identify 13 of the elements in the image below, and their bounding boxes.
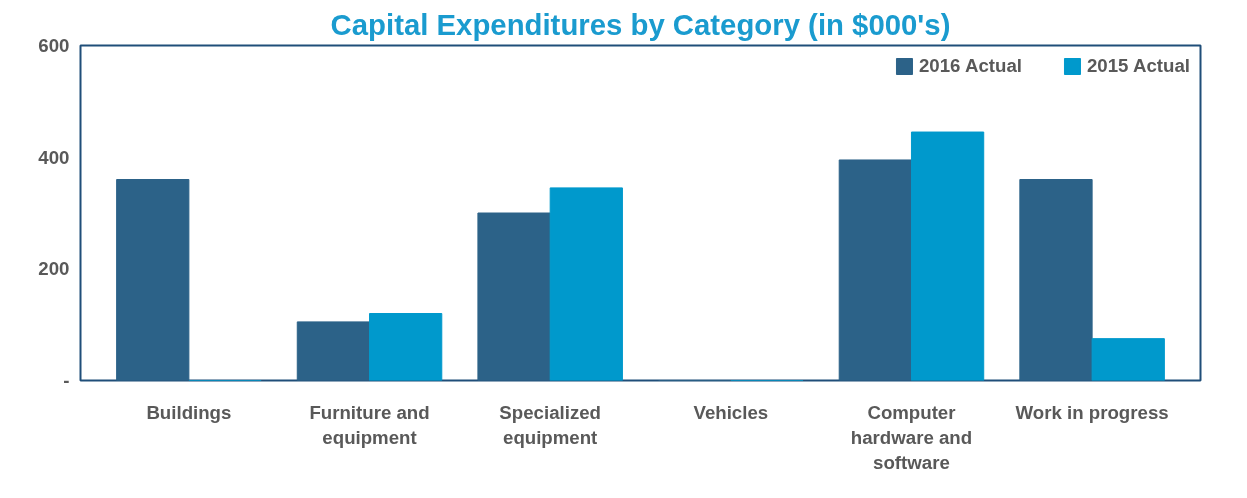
- y-tick-label: -: [63, 370, 70, 391]
- y-tick-label: 600: [38, 35, 70, 56]
- legend-label: 2015 Actual: [1086, 55, 1190, 77]
- x-tick-label: Vehicles: [693, 401, 769, 423]
- x-tick-label: Buildings: [146, 401, 232, 423]
- chart-title: Capital Expenditures by Category (in $000's): [330, 7, 951, 41]
- x-tick-label: Work in progress: [1015, 401, 1169, 423]
- x-tick-label: Furniture and equipment: [309, 401, 430, 448]
- y-tick-label: 200: [38, 258, 70, 280]
- x-tick-label: Computer hardware and software: [850, 401, 973, 473]
- y-tick-label: 400: [38, 146, 70, 168]
- x-tick-label: Specialized equipment: [499, 401, 601, 448]
- legend-label: 2016 Actual: [918, 55, 1022, 77]
